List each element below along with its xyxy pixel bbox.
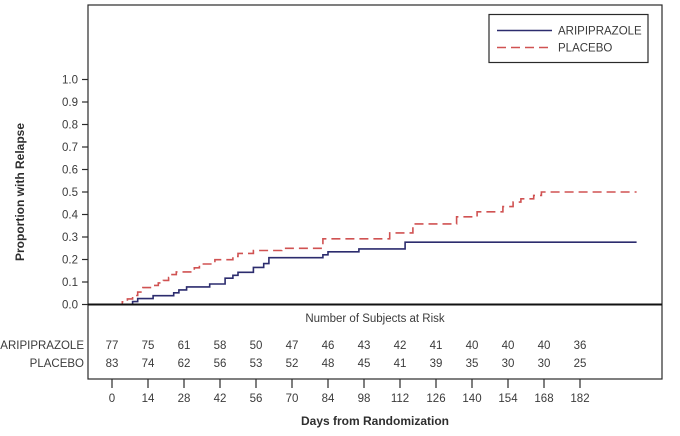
y-tick-label: 0.8	[62, 120, 78, 132]
risk-value: 41	[430, 340, 443, 352]
risk-value: 48	[322, 358, 335, 370]
risk-value: 42	[394, 340, 407, 352]
risk-value: 74	[142, 358, 155, 370]
risk-value: 41	[394, 358, 407, 370]
legend-label-placebo: PLACEBO	[558, 43, 612, 55]
risk-value: 56	[214, 358, 227, 370]
aripiprazole-curve	[112, 241, 637, 306]
y-tick-label: 0.4	[62, 210, 79, 222]
risk-value: 30	[538, 358, 551, 370]
x-tick-label: 84	[322, 393, 335, 405]
risk-value: 47	[286, 340, 299, 352]
x-tick-label: 28	[178, 393, 191, 405]
y-tick-label: 0.7	[62, 142, 78, 154]
x-tick-label: 126	[426, 393, 445, 405]
x-tick-label: 168	[534, 393, 553, 405]
x-tick-label: 182	[570, 393, 589, 405]
placebo-curve	[117, 191, 637, 306]
risk-value: 40	[502, 340, 515, 352]
risk-row-label: ARIPIPRAZOLE	[0, 340, 84, 352]
y-tick-label: 0.5	[62, 187, 78, 199]
risk-value: 61	[178, 340, 191, 352]
risk-value: 77	[106, 340, 119, 352]
x-tick-label: 0	[109, 393, 115, 405]
risk-value: 53	[250, 358, 263, 370]
legend: ARIPIPRAZOLE PLACEBO	[488, 13, 649, 64]
x-tick-label: 140	[462, 393, 481, 405]
risk-value: 40	[538, 340, 551, 352]
risk-value: 52	[286, 358, 299, 370]
y-tick-label: 0.3	[62, 232, 78, 244]
legend-box	[488, 13, 649, 64]
risk-value: 46	[322, 340, 335, 352]
risk-value: 45	[358, 358, 371, 370]
x-axis-ticks: 0 14 28 42 56 70 84 98 112 126 140 154 168 182	[109, 379, 590, 405]
risk-value: 35	[466, 358, 479, 370]
risk-value: 39	[430, 358, 443, 370]
risk-value: 58	[214, 340, 227, 352]
legend-label-aripiprazole: ARIPIPRAZOLE	[558, 26, 642, 38]
x-tick-label: 154	[498, 393, 518, 405]
x-tick-label: 42	[214, 393, 227, 405]
risk-value: 83	[106, 358, 119, 370]
y-tick-label: 1.0	[62, 75, 78, 87]
x-tick-label: 70	[286, 393, 299, 405]
survival-curves	[112, 191, 637, 306]
y-tick-label: 0.0	[62, 300, 78, 312]
at-risk-table: ARIPIPRAZOLE 77 75 61 58 50 47 46 43 42 41 40 40 40 36…	[0, 340, 586, 370]
risk-value: 62	[178, 358, 191, 370]
risk-value: 25	[574, 358, 587, 370]
y-tick-label: 0.2	[62, 255, 78, 267]
y-axis-ticks: 0.0 0.1 0.2 0.3 0.4 0.5 0.6 0.7 0.8 0.9 1.0	[62, 75, 88, 312]
y-axis-title: Proportion with Relapse	[13, 123, 27, 261]
risk-value: 36	[574, 340, 587, 352]
x-tick-label: 56	[250, 393, 263, 405]
x-axis-title: Days from Randomization	[301, 414, 449, 428]
risk-value: 30	[502, 358, 515, 370]
y-tick-label: 0.9	[62, 97, 78, 109]
y-tick-label: 0.6	[62, 165, 78, 177]
x-tick-label: 112	[391, 393, 409, 405]
risk-value: 40	[466, 340, 479, 352]
at-risk-title: Number of Subjects at Risk	[305, 313, 445, 325]
risk-row-label: PLACEBO	[30, 358, 84, 370]
risk-value: 43	[358, 340, 371, 352]
risk-value: 50	[250, 340, 263, 352]
x-tick-label: 14	[142, 393, 155, 405]
risk-value: 75	[142, 340, 155, 352]
x-tick-label: 98	[358, 393, 371, 405]
y-tick-label: 0.1	[62, 277, 78, 289]
